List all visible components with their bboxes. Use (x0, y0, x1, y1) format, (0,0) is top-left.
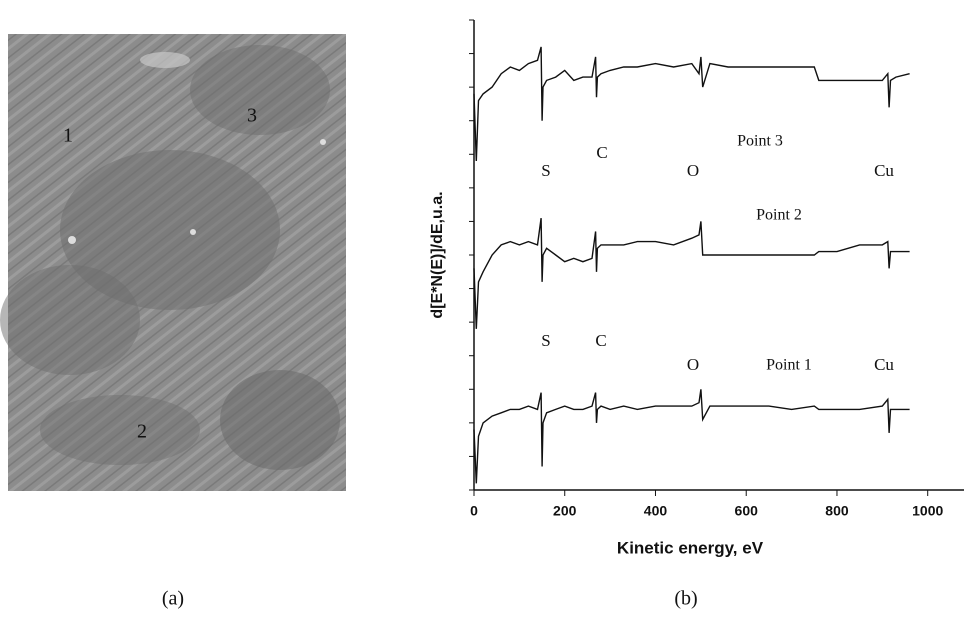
x-axis-label: Kinetic energy, eV (617, 538, 764, 557)
element-label: S (541, 161, 550, 180)
element-label: C (596, 143, 607, 162)
image-label: 1 (63, 125, 73, 147)
element-label: C (595, 331, 606, 350)
image-label: 3 (247, 105, 257, 127)
element-label: Cu (874, 355, 894, 374)
spectrum-line (473, 218, 910, 329)
panel-caption: (a) (162, 588, 184, 610)
element-label: S (541, 331, 550, 350)
image-label: 2 (137, 421, 147, 443)
series-label: Point 1 (766, 357, 812, 374)
sem-image (0, 34, 346, 491)
x-tick-label: 1000 (912, 503, 943, 519)
y-axis-label: d[E*N(E)]/dE,u.a. (429, 191, 446, 318)
panel-caption: (b) (674, 588, 697, 610)
x-tick-label: 600 (735, 503, 759, 519)
x-tick-label: 0 (470, 503, 478, 519)
x-tick-label: 200 (553, 503, 577, 519)
element-label: Cu (874, 161, 894, 180)
series-label: Point 2 (756, 207, 802, 224)
element-label: O (687, 355, 699, 374)
x-tick-label: 400 (644, 503, 668, 519)
element-label: O (687, 161, 699, 180)
spectrum-line (473, 389, 910, 484)
series-label: Point 3 (737, 133, 783, 150)
x-tick-label: 800 (825, 503, 849, 519)
spectrum-line (473, 46, 910, 162)
